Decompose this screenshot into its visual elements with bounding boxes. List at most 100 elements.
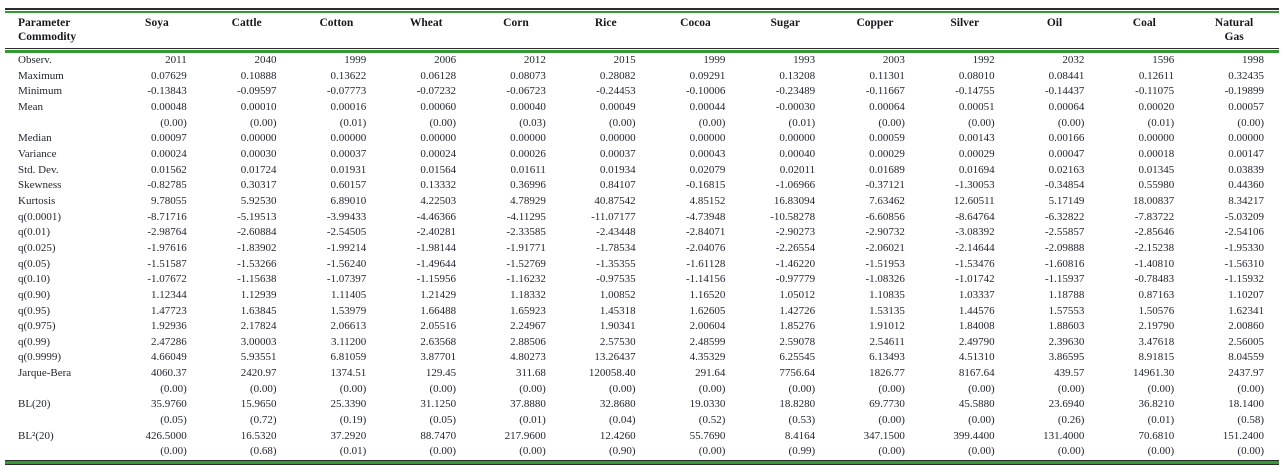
- row-label: q(0.01): [18, 226, 51, 239]
- cell: 311.68: [515, 367, 546, 380]
- cell: (0.00): [1057, 382, 1085, 395]
- statistics-table: Observ. 2011 2040 1999 2006 2012 2015 1999 1993 2…: [5, 53, 1279, 460]
- cell: 0.00018: [1138, 147, 1175, 160]
- cell: 12.4260: [599, 429, 636, 442]
- cell: (0.00): [429, 382, 457, 395]
- cell: 6.89010: [330, 194, 367, 207]
- cell: 0.10888: [240, 69, 277, 82]
- cell: 2006: [434, 54, 457, 66]
- rule-green-line: [5, 11, 1279, 13]
- cell: 18.00837: [1132, 194, 1175, 207]
- cell: 0.60157: [330, 179, 367, 192]
- row-label: Kurtosis: [18, 194, 56, 207]
- cell: -2.04076: [685, 241, 726, 254]
- row-label: [5, 116, 112, 132]
- cell: (0.00): [788, 382, 816, 395]
- cell: -2.90273: [775, 226, 816, 239]
- column-header-oil: Oil: [1046, 17, 1063, 29]
- cell: (0.26): [1057, 414, 1085, 427]
- row-label: BL²(20): [18, 429, 54, 442]
- cell: (0.00): [968, 116, 995, 129]
- row-label: [5, 444, 112, 460]
- cell: 0.11301: [869, 69, 905, 82]
- cell: -4.46366: [416, 210, 457, 223]
- cell: 2.06613: [330, 320, 367, 333]
- cell: 0.13332: [420, 179, 457, 192]
- cell: -1.06966: [775, 179, 816, 192]
- cell: (0.68): [249, 445, 277, 458]
- cell: 2.49790: [958, 335, 995, 348]
- cell: 0.01564: [420, 163, 457, 176]
- cell: 217.9600: [504, 429, 546, 442]
- cell: 5.17149: [1048, 194, 1085, 207]
- cell: 399.4400: [953, 429, 995, 442]
- cell: 0.00030: [240, 147, 277, 160]
- cell: 0.00064: [1048, 100, 1085, 113]
- cell: (0.00): [878, 116, 905, 129]
- cell: (0.05): [429, 414, 457, 427]
- cell: 0.08010: [958, 69, 995, 82]
- cell: 1.62605: [689, 304, 726, 317]
- cell: 0.00029: [958, 147, 995, 160]
- cell: 2.19790: [1138, 320, 1175, 333]
- cell: 0.00000: [420, 132, 457, 145]
- cell: 0.55980: [1138, 179, 1175, 192]
- cell: (0.00): [968, 382, 995, 395]
- cell: 0.01931: [330, 163, 367, 176]
- rule-dark-line: [5, 48, 1279, 49]
- cell: -6.60856: [865, 210, 905, 223]
- cell: 1.85276: [779, 320, 816, 333]
- cell: -0.24453: [596, 85, 636, 98]
- cell: -0.06723: [506, 85, 546, 98]
- cell: -5.19513: [237, 210, 277, 223]
- cell: 6.25545: [779, 351, 816, 364]
- cell: 0.00043: [689, 147, 726, 160]
- cell: 0.00143: [958, 132, 995, 145]
- cell: 32.8680: [599, 398, 636, 411]
- cell: (0.00): [1057, 445, 1085, 458]
- cell: 1.53135: [869, 304, 905, 317]
- cell: 0.02163: [1048, 163, 1085, 176]
- cell: 0.00040: [779, 147, 816, 160]
- cell: 8.91815: [1138, 351, 1175, 364]
- cell: 35.9760: [151, 398, 187, 411]
- cell: 6.13493: [869, 351, 905, 364]
- cell: -1.61128: [686, 257, 726, 270]
- cell: (0.00): [160, 116, 187, 129]
- cell: (0.00): [878, 445, 905, 458]
- cell: 0.01934: [599, 163, 636, 176]
- column-header-cattle: Cattle: [231, 17, 262, 29]
- column-header-coal: Coal: [1132, 17, 1156, 29]
- cell: -0.23489: [775, 85, 816, 98]
- cell: -2.26554: [775, 241, 816, 254]
- cell: -1.16232: [506, 273, 546, 286]
- table-row: q(0.95) 1.47723 1.63845 1.53979 1.66488 1.659…: [5, 304, 1279, 320]
- cell: -0.82785: [147, 179, 187, 192]
- row-label: Skewness: [18, 179, 62, 192]
- table-bottom-rule: [5, 460, 1279, 466]
- cell: 1.21429: [420, 288, 457, 301]
- cell: -0.19899: [1224, 85, 1264, 98]
- cell: (0.00): [1147, 445, 1175, 458]
- cell: -0.13843: [147, 85, 187, 98]
- cell: (0.00): [249, 116, 277, 129]
- row-label: q(0.9999): [18, 351, 62, 364]
- cell: 1596: [1152, 54, 1175, 66]
- cell: 129.45: [425, 367, 457, 380]
- cell: 3.87701: [420, 351, 457, 364]
- cell: 0.28082: [599, 69, 636, 82]
- column-header-soya: Soya: [145, 17, 169, 29]
- cell: 0.00016: [330, 100, 367, 113]
- cell: 1.53979: [330, 304, 367, 317]
- cell: 1.12344: [151, 288, 187, 301]
- cell: 2003: [882, 54, 905, 66]
- cell: 19.0330: [689, 398, 726, 411]
- cell: 0.09291: [689, 69, 726, 82]
- rule-dark-line: [5, 460, 1279, 462]
- cell: 1.65923: [510, 304, 546, 317]
- row-label: q(0.99): [18, 335, 51, 348]
- cell: 1.66488: [420, 304, 457, 317]
- table-row: BL²(20) 426.5000 16.5320 37.2920 88.7470 217.…: [5, 429, 1279, 445]
- cell: -0.00030: [775, 100, 816, 113]
- cell: 0.00000: [240, 132, 277, 145]
